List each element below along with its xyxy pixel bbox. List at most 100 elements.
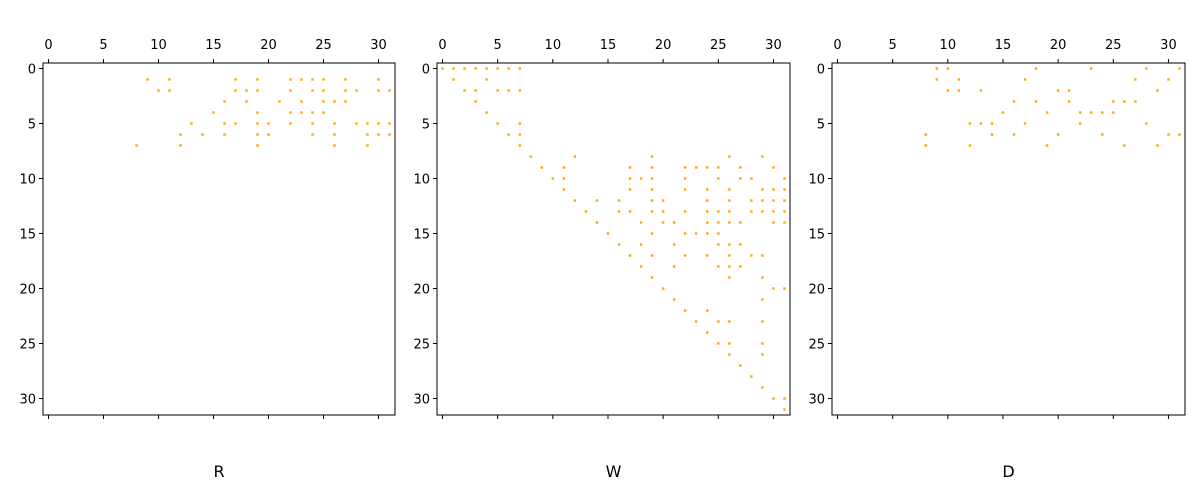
spy-point <box>256 89 259 92</box>
x-tick-label: 20 <box>655 38 672 53</box>
x-tick-label: 5 <box>494 38 502 53</box>
spy-point <box>1067 89 1071 92</box>
spy-point <box>595 199 599 202</box>
spy-point <box>706 309 709 312</box>
spy-point <box>761 276 764 279</box>
spy-point <box>344 89 347 92</box>
spy-point <box>355 122 358 125</box>
spy-point <box>256 133 259 136</box>
spy-point <box>717 166 720 169</box>
spy-point <box>728 155 731 158</box>
spy-point <box>485 78 488 81</box>
spy-point <box>518 67 521 70</box>
spy-point <box>650 254 654 257</box>
y-tick-label: 10 <box>808 173 825 188</box>
spy-point <box>695 232 698 235</box>
spy-point <box>684 210 687 213</box>
spy-point <box>1034 100 1038 103</box>
spy-point <box>728 199 731 202</box>
spy-point <box>562 177 566 180</box>
spy-point <box>1123 100 1126 103</box>
spy-point <box>717 232 720 235</box>
y-tick-label: 0 <box>28 63 36 78</box>
spy-point <box>739 243 742 246</box>
spy-point <box>485 111 488 114</box>
spy-point <box>496 67 499 70</box>
spy-point <box>672 265 676 268</box>
spy-point <box>684 232 687 235</box>
spy-point <box>179 133 182 136</box>
spy-point <box>1023 78 1027 81</box>
spy-point <box>256 111 259 114</box>
y-tick-label: 5 <box>422 118 430 133</box>
x-tick-label: 25 <box>710 38 727 53</box>
spy-point <box>1034 67 1038 70</box>
spy-point <box>650 188 654 191</box>
spy-point <box>595 221 599 224</box>
x-tick-label: 30 <box>765 38 782 53</box>
spy-point <box>684 309 687 312</box>
spy-point <box>684 177 687 180</box>
spy-point <box>650 199 654 202</box>
spy-point <box>256 78 259 81</box>
spy-point <box>562 166 566 169</box>
spy-point <box>311 89 314 92</box>
spy-point <box>772 199 775 202</box>
spy-point <box>322 78 325 81</box>
spy-point <box>783 287 786 290</box>
spy-point <box>706 166 709 169</box>
spy-point <box>322 100 325 103</box>
spy-point <box>1167 78 1170 81</box>
spy-point <box>672 221 676 224</box>
spy-point <box>474 89 477 92</box>
spy-point <box>289 89 292 92</box>
spy-point <box>957 78 961 81</box>
x-tick-label: 15 <box>205 38 222 53</box>
spy-point <box>551 177 555 180</box>
spy-point <box>1045 144 1049 147</box>
spy-point <box>518 133 521 136</box>
spy-point <box>300 100 303 103</box>
spy-point <box>968 122 972 125</box>
spy-point <box>761 320 764 323</box>
spy-point <box>311 78 314 81</box>
spy-point <box>739 166 742 169</box>
spy-point <box>628 177 632 180</box>
spy-point <box>617 243 621 246</box>
spy-point <box>190 122 193 125</box>
spy-point <box>750 177 753 180</box>
y-tick-label: 5 <box>28 118 36 133</box>
y-tick-label: 10 <box>19 173 36 188</box>
spy-point <box>650 155 654 158</box>
spy-point <box>650 232 654 235</box>
x-tick-label: 5 <box>99 38 107 53</box>
spy-point <box>957 89 961 92</box>
spy-point <box>946 67 950 70</box>
spy-point <box>1134 100 1137 103</box>
spy-point <box>783 210 786 213</box>
spy-point <box>474 67 477 70</box>
spy-point <box>1090 67 1093 70</box>
spy-point <box>672 298 676 301</box>
spy-point <box>783 408 786 411</box>
x-tick-label: 30 <box>370 38 387 53</box>
axis-label: D <box>1002 462 1014 480</box>
y-tick-label: 15 <box>413 228 430 243</box>
spy-point <box>507 89 510 92</box>
spy-point <box>518 122 521 125</box>
spy-point <box>452 67 455 70</box>
spy-point <box>717 221 720 224</box>
spy-point <box>639 243 643 246</box>
spy-point <box>245 89 248 92</box>
x-tick-label: 10 <box>150 38 167 53</box>
spy-point <box>728 353 731 356</box>
axis-label: W <box>606 462 622 480</box>
spy-point <box>706 210 709 213</box>
spy-point <box>322 111 325 114</box>
x-tick-label: 25 <box>315 38 332 53</box>
spy-point <box>529 155 532 158</box>
spy-point <box>518 89 521 92</box>
spy-point <box>728 320 731 323</box>
spy-point <box>739 364 742 367</box>
